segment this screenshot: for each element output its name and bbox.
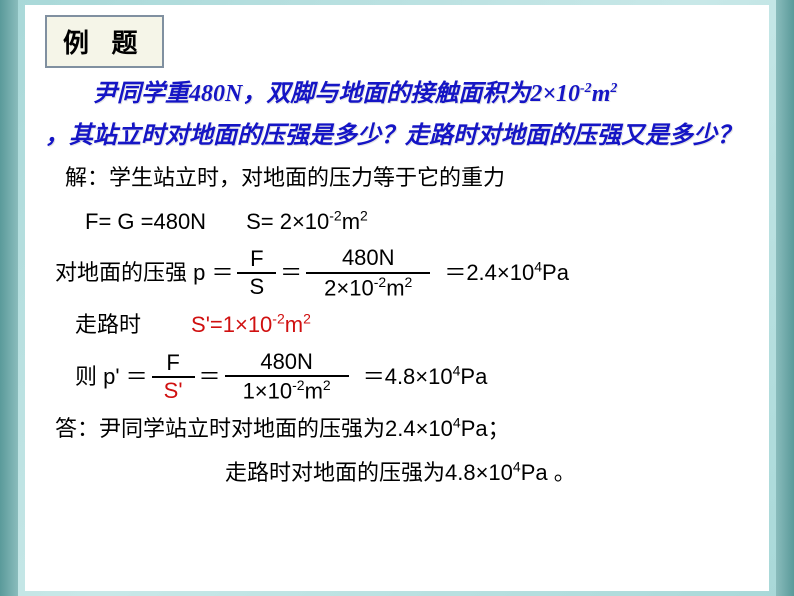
question-continuation: ，其站立时对地面的压强是多少？走路时对地面的压强又是多少？ (45, 118, 749, 154)
answer-line2: 走路时对地面的压强为4.8×104Pa 。 (225, 453, 749, 493)
example-title: 例 题 (45, 15, 164, 68)
frac4-bot-exp2: 2 (323, 377, 331, 393)
frac2-bot-b: m (386, 275, 404, 300)
result1-a: ＝2.4×10 (444, 260, 534, 285)
frac2-bot: 2×10-2m2 (306, 274, 430, 302)
answer1-a: 答：尹同学站立时对地面的压强为2.4×10 (55, 416, 453, 441)
s-label: S= 2×10 (246, 209, 329, 234)
pprime-label: 则 p' ＝ (75, 357, 148, 397)
frac-f-over-sprime: F S' (152, 350, 195, 405)
frac3-bot: S' (152, 378, 195, 404)
frac4-bot-exp: -2 (292, 377, 304, 393)
frac1-top: F (237, 246, 276, 274)
answer1-b: Pa； (461, 416, 510, 441)
force-area-line: F= G =480N S= 2×10-2m2 (85, 202, 749, 242)
force-equals-gravity: F= G =480N (85, 202, 206, 242)
frac2-bot-exp: -2 (374, 274, 386, 290)
sprime-exp2: 2 (303, 311, 311, 327)
sprime-exp: -2 (272, 311, 284, 327)
area-walking: S'=1×10-2m2 (191, 305, 311, 345)
result-standing: ＝2.4×104Pa (444, 253, 569, 293)
frac3-top: F (152, 350, 195, 378)
question-unit1: m (592, 81, 611, 107)
question-exp2: 2 (610, 81, 617, 96)
frac-480-over-area: 480N 2×10-2m2 (306, 245, 430, 301)
walking-label: 走路时 (75, 305, 141, 345)
equals-2: ＝ (199, 357, 221, 397)
slide-content: 例 题 尹同学重480N，双脚与地面的接触面积为2×10-2m2 ，其站立时对地… (25, 5, 769, 591)
sprime-b: m (285, 312, 303, 337)
result1-b: Pa (542, 260, 569, 285)
frac-f-over-s: F S (237, 246, 276, 301)
frac2-bot-a: 2×10 (324, 275, 374, 300)
sprime-a: S'=1×10 (191, 312, 272, 337)
frac2-bot-exp2: 2 (405, 274, 413, 290)
answer1-exp: 4 (453, 415, 461, 431)
result2-a: ＝4.8×10 (363, 364, 453, 389)
pressure-standing-row: 对地面的压强 p ＝ F S ＝ 480N 2×10-2m2 ＝2.4×104P… (55, 245, 749, 301)
frac-480-over-area-walk: 480N 1×10-2m2 (225, 349, 349, 405)
frac4-top: 480N (225, 349, 349, 377)
answer-line1: 答：尹同学站立时对地面的压强为2.4×104Pa； (55, 409, 749, 449)
frac4-bot-a: 1×10 (243, 379, 293, 404)
answer2-exp: 4 (513, 458, 521, 474)
frac1-bot: S (237, 274, 276, 300)
frac4-bot-b: m (305, 379, 323, 404)
result1-exp: 4 (534, 259, 542, 275)
equals-1: ＝ (280, 253, 302, 293)
answer2-b: Pa 。 (521, 460, 576, 485)
question-part1: 尹同学重480N，双脚与地面的接触面积为2×10 (93, 81, 580, 107)
walking-area-row: 走路时 S'=1×10-2m2 (75, 305, 749, 345)
result2-b: Pa (460, 364, 487, 389)
frac2-top: 480N (306, 245, 430, 273)
pressure-label: 对地面的压强 p ＝ (55, 253, 233, 293)
s-exp: -2 (329, 207, 341, 223)
question-exp1: -2 (580, 81, 592, 96)
pressure-walking-row: 则 p' ＝ F S' ＝ 480N 1×10-2m2 ＝4.8×104Pa (75, 349, 749, 405)
s-exp2: 2 (360, 207, 368, 223)
result-walking: ＝4.8×104Pa (363, 357, 488, 397)
decorative-right-bar (776, 0, 794, 596)
answer2-a: 走路时对地面的压强为4.8×10 (225, 460, 513, 485)
decorative-left-bar (0, 0, 18, 596)
question-text: 尹同学重480N，双脚与地面的接触面积为2×10-2m2 (45, 76, 749, 112)
s-unit: m (342, 209, 360, 234)
area-standing: S= 2×10-2m2 (246, 202, 368, 242)
solution-intro: 解：学生站立时，对地面的压力等于它的重力 (65, 158, 749, 198)
solution-block: 解：学生站立时，对地面的压力等于它的重力 F= G =480N S= 2×10-… (45, 158, 749, 492)
frac4-bot: 1×10-2m2 (225, 377, 349, 405)
